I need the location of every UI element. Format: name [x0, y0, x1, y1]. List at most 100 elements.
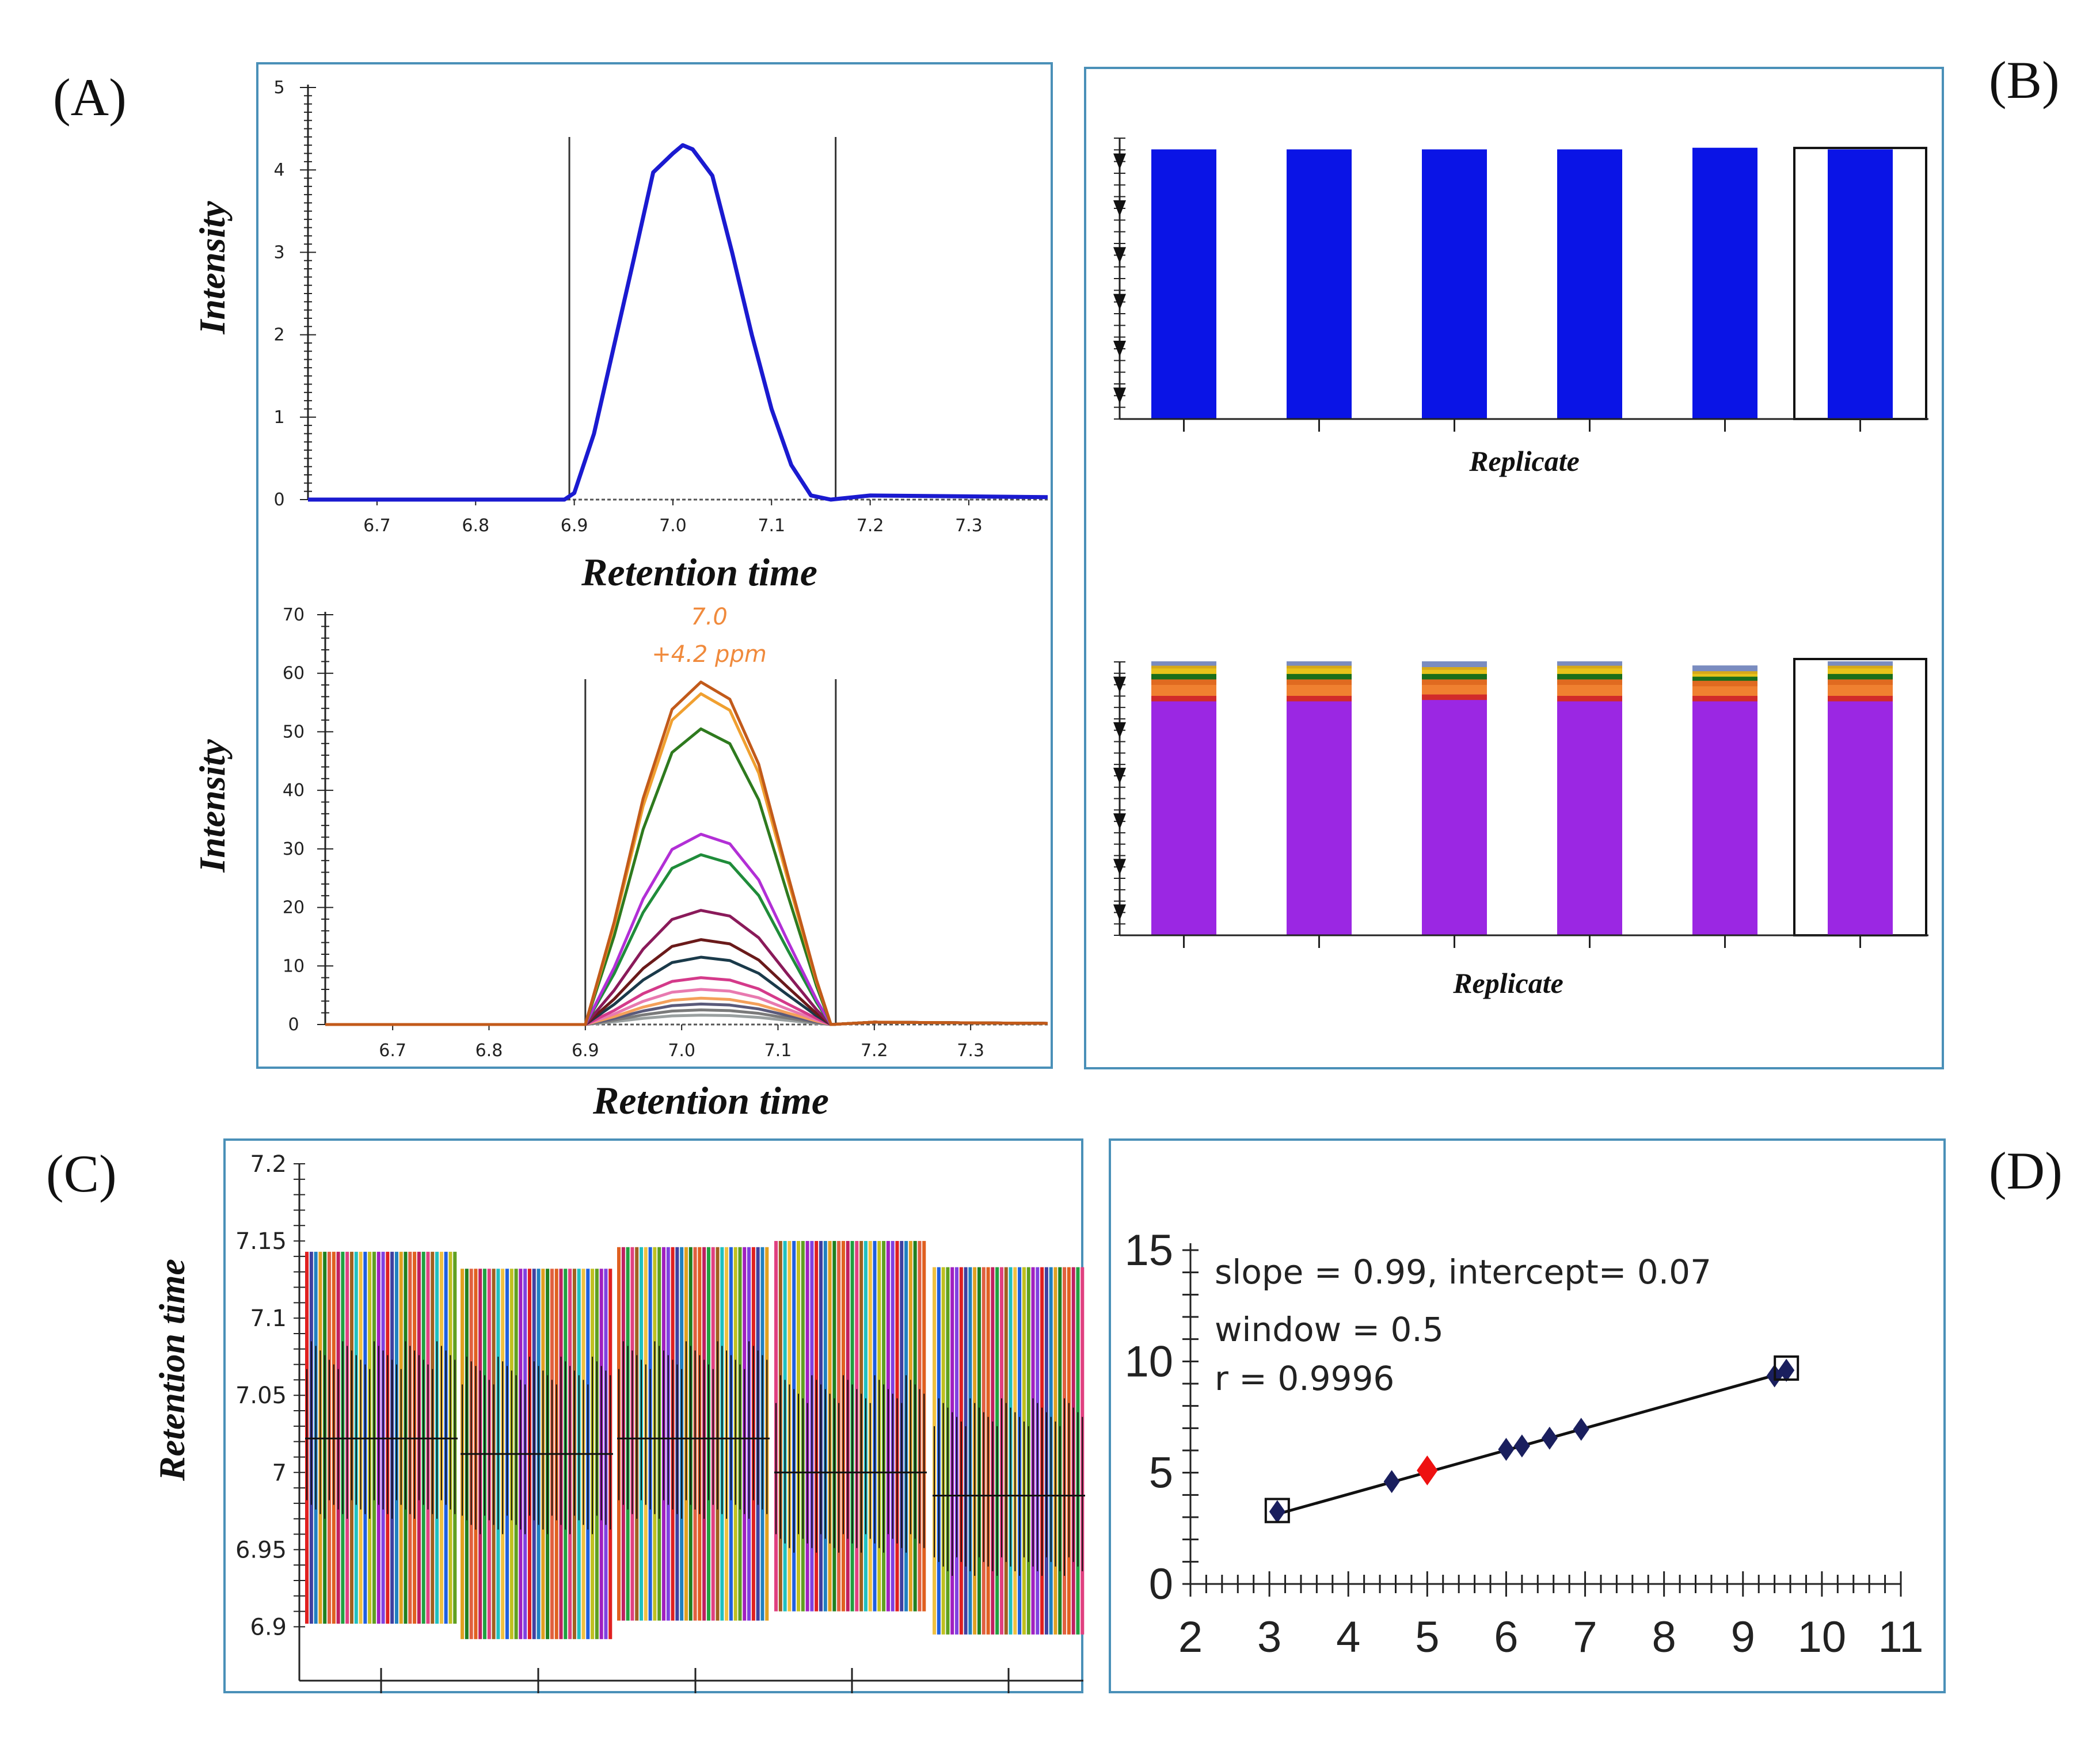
- x-tick-label: 5: [1415, 1613, 1439, 1662]
- panel-a-top-xlabel: Retention time: [581, 550, 817, 594]
- x-tick-label: 7.2: [861, 1041, 888, 1061]
- stacked-bar-segment: [1692, 695, 1757, 702]
- panel-label-a: (A): [53, 68, 127, 127]
- stacked-bar-segment: [1287, 679, 1352, 685]
- stacked-bar-segment: [1287, 661, 1352, 666]
- x-tick-label: 7.1: [764, 1041, 792, 1061]
- data-point: [1541, 1426, 1558, 1450]
- stacked-bar-segment: [1422, 661, 1487, 668]
- stacked-bar-segment: [1422, 694, 1487, 700]
- y-tick-label: 7.05: [235, 1383, 287, 1409]
- x-tick-label: 7.0: [659, 516, 687, 536]
- stacked-bar-segment: [1692, 701, 1757, 936]
- y-tick-label: 70: [283, 605, 305, 625]
- panel-b-bottom-chart: [1113, 658, 1928, 948]
- stacked-bar-segment: [1287, 668, 1352, 674]
- stacked-bar-segment: [1151, 695, 1216, 702]
- y-tick-label: 6.95: [235, 1537, 287, 1563]
- stacked-bar-segment: [1828, 668, 1893, 674]
- stacked-bar-segment: [1422, 669, 1487, 674]
- stacked-bar-segment: [1828, 661, 1893, 666]
- transition-line: [325, 692, 1048, 1026]
- y-tick-label: 15: [1124, 1226, 1173, 1275]
- panel-frame-a: [256, 62, 1053, 1069]
- x-tick-label: 8: [1652, 1613, 1676, 1662]
- regression-line: [1277, 1369, 1791, 1516]
- y-tick-label: 3: [273, 242, 284, 262]
- y-tick-label: 20: [283, 898, 305, 918]
- x-tick-label: 7.0: [668, 1041, 695, 1061]
- y-tick-label: 6.9: [250, 1614, 287, 1640]
- replicate-bar: [1692, 147, 1757, 419]
- stacked-bar-segment: [1422, 684, 1487, 695]
- y-tick-label: 30: [283, 839, 305, 859]
- x-tick-label: 7.3: [955, 516, 983, 536]
- stacked-bar-segment: [1828, 684, 1893, 696]
- x-tick-label: 7: [1573, 1613, 1597, 1662]
- y-axis-marker: [1113, 200, 1126, 216]
- panel-d-annotation-slope: slope = 0.99, intercept= 0.07: [1215, 1252, 1711, 1292]
- panel-label-c: (C): [46, 1144, 117, 1203]
- stacked-bar-segment: [1287, 701, 1352, 936]
- y-tick-label: 1: [273, 408, 284, 428]
- peak-label-retention: 7.0: [691, 604, 728, 630]
- chromatogram-line: [308, 143, 1048, 502]
- y-tick-label: 0: [288, 1015, 299, 1035]
- x-tick-label: 9: [1731, 1613, 1755, 1662]
- y-tick-label: 0: [273, 490, 284, 510]
- replicate-bar: [1557, 149, 1622, 419]
- y-axis-marker: [1113, 813, 1126, 830]
- panel-a-bottom-xlabel: Retention time: [592, 1079, 829, 1122]
- stacked-bar-segment: [1828, 695, 1893, 702]
- replicate-bar: [1287, 149, 1352, 419]
- y-axis-marker: [1113, 676, 1126, 693]
- y-tick-label: 60: [283, 664, 305, 684]
- y-tick-label: 0: [1149, 1560, 1173, 1609]
- replicate-bar: [1151, 149, 1216, 419]
- replicate-bar: [1828, 149, 1893, 419]
- y-tick-label: 10: [1124, 1337, 1173, 1386]
- outlier-box: [1264, 1498, 1290, 1524]
- y-axis-marker: [1113, 247, 1126, 264]
- x-tick-label: 7.1: [758, 516, 785, 536]
- data-point: [1573, 1418, 1589, 1441]
- y-axis-marker: [1113, 859, 1126, 875]
- stacked-bar-segment: [1151, 661, 1216, 666]
- y-tick-label: 7.1: [250, 1305, 287, 1332]
- panel-a-bottom-chart: 0 10 20 30 40 50 60 70 6.7 6.8 6.9 7.0 7.1 7.2 7.3: [283, 605, 1048, 1061]
- panel-b-top-chart: [1113, 138, 1928, 432]
- panel-b-bottom-xlabel: Replicate: [1452, 967, 1563, 999]
- y-axis-marker: [1113, 294, 1126, 310]
- y-axis-marker: [1113, 341, 1126, 357]
- x-tick-label: 2: [1178, 1613, 1203, 1662]
- transition-line: [325, 988, 1048, 1026]
- panel-frame-b: [1084, 67, 1944, 1069]
- stacked-bar-segment: [1557, 668, 1622, 674]
- data-point: [1778, 1358, 1795, 1382]
- x-tick-label: 6.9: [561, 516, 588, 536]
- stacked-bar-segment: [1422, 667, 1487, 670]
- stacked-bar-segment: [1422, 679, 1487, 685]
- stacked-bar-segment: [1151, 679, 1216, 685]
- x-tick-label: 4: [1336, 1613, 1360, 1662]
- outlier-box: [1774, 1355, 1800, 1381]
- y-axis-marker: [1113, 387, 1126, 404]
- stacked-bar-segment: [1692, 673, 1757, 677]
- stacked-bar-segment: [1287, 684, 1352, 696]
- data-point: [1498, 1438, 1515, 1461]
- stacked-bar-segment: [1287, 673, 1352, 680]
- y-tick-label: 5: [273, 78, 284, 98]
- stacked-bar-segment: [1151, 665, 1216, 669]
- stacked-bar-segment: [1151, 701, 1216, 936]
- panel-frame-d: [1109, 1138, 1946, 1693]
- x-tick-label: 6.9: [572, 1041, 599, 1061]
- stacked-bar-segment: [1557, 673, 1622, 680]
- x-tick-label: 6: [1494, 1613, 1518, 1662]
- x-tick-label: 7.2: [857, 516, 884, 536]
- transition-line: [325, 909, 1048, 1026]
- transition-line: [325, 680, 1048, 1026]
- stacked-bar-segment: [1287, 695, 1352, 702]
- panel-d-chart: 0 5 10 15 2 3 4 5 6 7 8 9 10 11: [1124, 1226, 1923, 1662]
- stacked-bar-segment: [1557, 701, 1622, 936]
- panel-c-chart: 6.9 6.95 7 7.05 7.1 7.15 7.2: [235, 1151, 1085, 1693]
